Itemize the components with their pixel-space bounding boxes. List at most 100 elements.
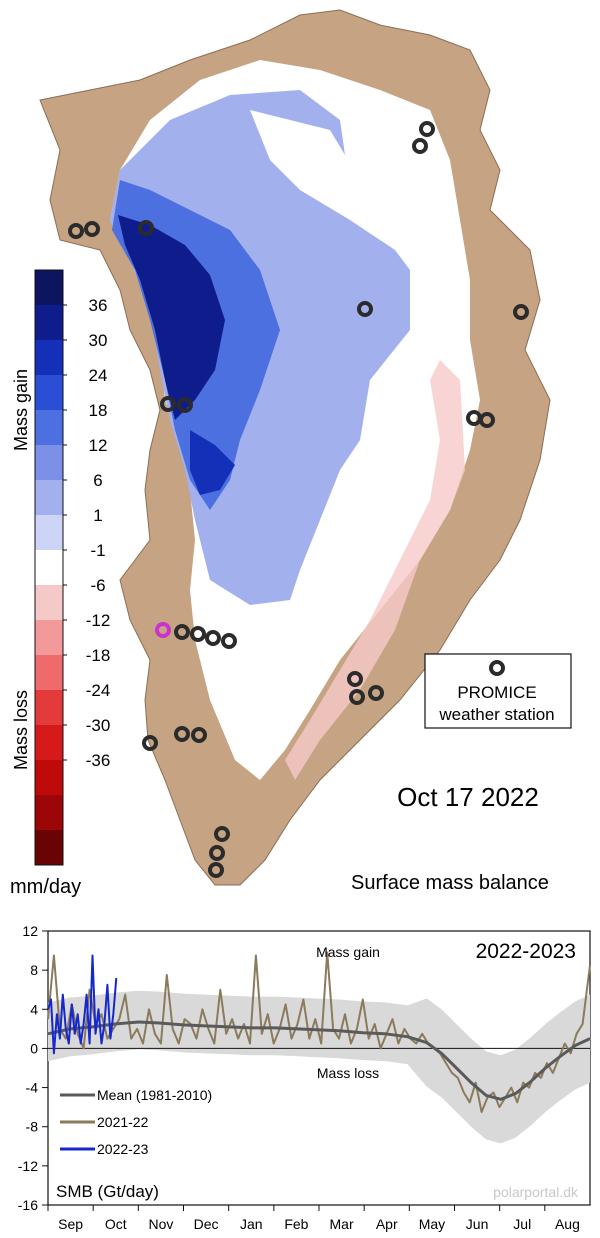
station-marker bbox=[357, 301, 373, 317]
historic-range-band bbox=[48, 990, 590, 1144]
legend-station-label-2: weather station bbox=[438, 705, 554, 724]
station-marker bbox=[142, 735, 158, 751]
x-tick-label: Dec bbox=[194, 1216, 219, 1232]
x-tick-label: Jun bbox=[466, 1216, 489, 1232]
legend-label: Mean (1981-2010) bbox=[97, 1087, 212, 1103]
range-band bbox=[48, 990, 590, 1144]
series-line-0 bbox=[47, 1020, 591, 1101]
station-marker bbox=[174, 624, 190, 640]
x-tick-label: Mar bbox=[330, 1216, 354, 1232]
pink-margin bbox=[285, 360, 465, 780]
colorbar-tick-label: -24 bbox=[86, 681, 111, 700]
legend-station-icon bbox=[489, 660, 505, 676]
station-marker bbox=[513, 304, 529, 320]
gain-dark bbox=[118, 215, 225, 420]
colorbar-tick-label: 18 bbox=[89, 401, 108, 420]
colorbar-swatch bbox=[35, 620, 63, 656]
station-marker-highlight bbox=[155, 622, 171, 638]
station-marker bbox=[177, 397, 193, 413]
x-tick-label: Feb bbox=[284, 1216, 308, 1232]
colorbar-tick-label: -6 bbox=[90, 576, 105, 595]
colorbar-tick-label: 1 bbox=[93, 506, 102, 525]
x-tick-label: Aug bbox=[555, 1216, 580, 1232]
colorbar-loss-label: Mass loss bbox=[11, 690, 31, 770]
colorbar-swatch bbox=[35, 410, 63, 446]
annotation-mass-loss: Mass loss bbox=[317, 1065, 379, 1081]
colorbar-tick-label: -36 bbox=[86, 751, 111, 770]
colorbar-tick-label: -18 bbox=[86, 646, 111, 665]
x-tick-label: Oct bbox=[105, 1216, 127, 1232]
station-marker bbox=[68, 223, 84, 239]
y-axis: 12 8 4 0 -4 -8 -12 -16 bbox=[18, 923, 48, 1213]
station-marker bbox=[221, 633, 237, 649]
colorbar-swatch bbox=[35, 760, 63, 796]
colorbar-swatch bbox=[35, 585, 63, 621]
x-tick-label: Jul bbox=[513, 1216, 531, 1232]
y-tick-label: -8 bbox=[26, 1119, 39, 1135]
chart-title: 2022-2023 bbox=[476, 940, 576, 963]
station-marker bbox=[347, 671, 363, 687]
y-axis-label: SMB (Gt/day) bbox=[56, 1182, 159, 1201]
x-tick-label: Sep bbox=[58, 1216, 83, 1232]
annotation-mass-gain: Mass gain bbox=[316, 944, 380, 960]
station-marker bbox=[208, 862, 224, 878]
x-tick-label: May bbox=[419, 1216, 445, 1232]
gain-dark-south bbox=[190, 430, 235, 495]
station-marker bbox=[214, 826, 230, 842]
x-axis: Sep Oct Nov Dec Jan Feb Mar Apr May Jun Jul Aug bbox=[47, 1205, 580, 1232]
colorbar-tick-label: -1 bbox=[90, 541, 105, 560]
station-marker bbox=[174, 726, 190, 742]
station-marker bbox=[190, 626, 206, 642]
station-marker bbox=[349, 689, 365, 705]
y-tick-label: 8 bbox=[30, 962, 38, 978]
y-tick-label: 12 bbox=[22, 923, 38, 939]
station-marker bbox=[479, 412, 495, 428]
colorbar-tick-label: 36 bbox=[89, 296, 108, 315]
legend-station-label-1: PROMICE bbox=[457, 683, 536, 702]
colorbar-tick-label: 6 bbox=[93, 471, 102, 490]
station-legend-box bbox=[424, 653, 572, 729]
map-date: Oct 17 2022 bbox=[397, 782, 539, 812]
station-marker bbox=[191, 727, 207, 743]
colorbar-tick-label: 30 bbox=[89, 331, 108, 350]
y-tick-label: 4 bbox=[30, 1001, 38, 1017]
station-marker bbox=[368, 685, 384, 701]
x-tick-label: Jan bbox=[240, 1216, 263, 1232]
colorbar-tick-label: 24 bbox=[89, 366, 108, 385]
colorbar-tick-label: 12 bbox=[89, 436, 108, 455]
colorbar-gain-label: Mass gain bbox=[11, 369, 31, 451]
white-north bbox=[250, 110, 420, 270]
colorbar-swatch bbox=[35, 375, 63, 411]
smb-chart: 12 8 4 0 -4 -8 -12 -16 Sep Oct Nov Dec Jan Feb Mar Apr… bbox=[18, 923, 591, 1232]
colorbar-swatch bbox=[35, 550, 63, 586]
colorbar-swatch bbox=[35, 270, 63, 306]
station-markers bbox=[68, 121, 529, 878]
colorbar-swatch bbox=[35, 480, 63, 516]
legend-label: 2021-22 bbox=[97, 1114, 149, 1130]
colorbar-swatch bbox=[35, 305, 63, 341]
colorbar-swatch bbox=[35, 795, 63, 831]
y-tick-label: -16 bbox=[18, 1197, 38, 1213]
colorbar-swatch bbox=[35, 830, 63, 866]
colorbar-swatch bbox=[35, 340, 63, 376]
map-title: Surface mass balance bbox=[351, 872, 549, 894]
colorbar-swatch bbox=[35, 445, 63, 481]
x-tick-label: Apr bbox=[376, 1216, 398, 1232]
colorbar-swatch bbox=[35, 655, 63, 691]
watermark: polarportal.dk bbox=[493, 1184, 579, 1200]
station-marker bbox=[412, 138, 428, 154]
station-marker bbox=[84, 221, 100, 237]
station-marker bbox=[419, 121, 435, 137]
colorbar-tick-label: -30 bbox=[86, 716, 111, 735]
station-marker bbox=[209, 845, 225, 861]
colorbar-swatch bbox=[35, 515, 63, 551]
smb-map: 36 30 24 18 12 6 1 -1 -6 -12 -18 -24 -30 -36 Mass gai… bbox=[10, 9, 572, 898]
x-tick-label: Nov bbox=[148, 1216, 173, 1232]
y-tick-label: -12 bbox=[18, 1158, 38, 1174]
station-marker bbox=[138, 220, 154, 236]
colorbar-swatch bbox=[35, 725, 63, 761]
y-tick-label: 0 bbox=[30, 1040, 38, 1056]
colorbar-tick-label: -12 bbox=[86, 611, 111, 630]
colorbar-frame bbox=[34, 269, 64, 866]
colorbar: 36 30 24 18 12 6 1 -1 -6 -12 -18 -24 -30 -36 bbox=[34, 269, 111, 866]
